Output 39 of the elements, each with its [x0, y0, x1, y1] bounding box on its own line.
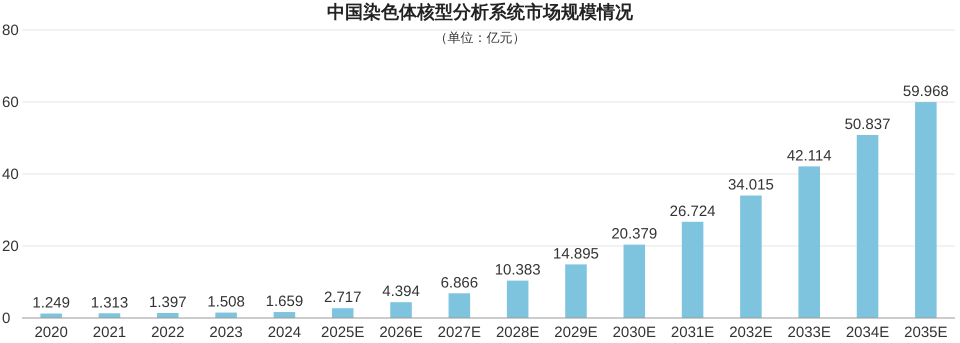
data-label: 6.866: [440, 274, 478, 292]
xtick: 2020: [34, 324, 68, 341]
xtick: 2032E: [729, 324, 773, 341]
data-label: 1.249: [32, 294, 70, 312]
xtick: 2031E: [670, 324, 714, 341]
xtick: 2029E: [554, 324, 598, 341]
xtick: 2030E: [612, 324, 656, 341]
xtick: 2024: [268, 324, 302, 341]
data-label: 1.659: [266, 293, 304, 310]
xtick: 2028E: [496, 324, 540, 341]
ytick: 40: [2, 166, 19, 183]
data-label: 20.379: [611, 226, 658, 243]
data-label: 50.837: [844, 116, 890, 133]
data-label: 14.895: [553, 245, 599, 262]
ytick: 0: [2, 310, 10, 327]
xtick: 2023: [209, 324, 243, 341]
data-label: 1.313: [90, 294, 128, 312]
xtick: 2027E: [438, 324, 482, 341]
ytick: 60: [2, 94, 19, 111]
subtitle: （单位：亿元）: [434, 30, 526, 45]
data-label: 1.508: [207, 294, 245, 311]
data-label: 2.717: [324, 289, 362, 306]
data-label: 59.968: [902, 83, 949, 100]
data-label: 26.724: [670, 202, 716, 220]
data-label: 34.015: [728, 176, 774, 194]
title: 中国染色体核型分析系统市场规模情况: [327, 2, 633, 22]
data-label: 10.383: [494, 262, 541, 279]
xtick: 2021: [92, 324, 126, 341]
xtick: 2025E: [321, 324, 364, 341]
xtick: 2026E: [379, 324, 423, 341]
xtick: 2033E: [788, 324, 831, 341]
data-label: 42.114: [786, 147, 832, 164]
ytick: 20: [2, 238, 19, 255]
xtick: 2034E: [846, 324, 890, 341]
ytick: 80: [2, 22, 19, 39]
data-label: 4.394: [382, 283, 420, 300]
data-label: 1.397: [149, 294, 187, 311]
xtick: 2035E: [904, 324, 948, 341]
xtick: 2022: [151, 324, 184, 341]
